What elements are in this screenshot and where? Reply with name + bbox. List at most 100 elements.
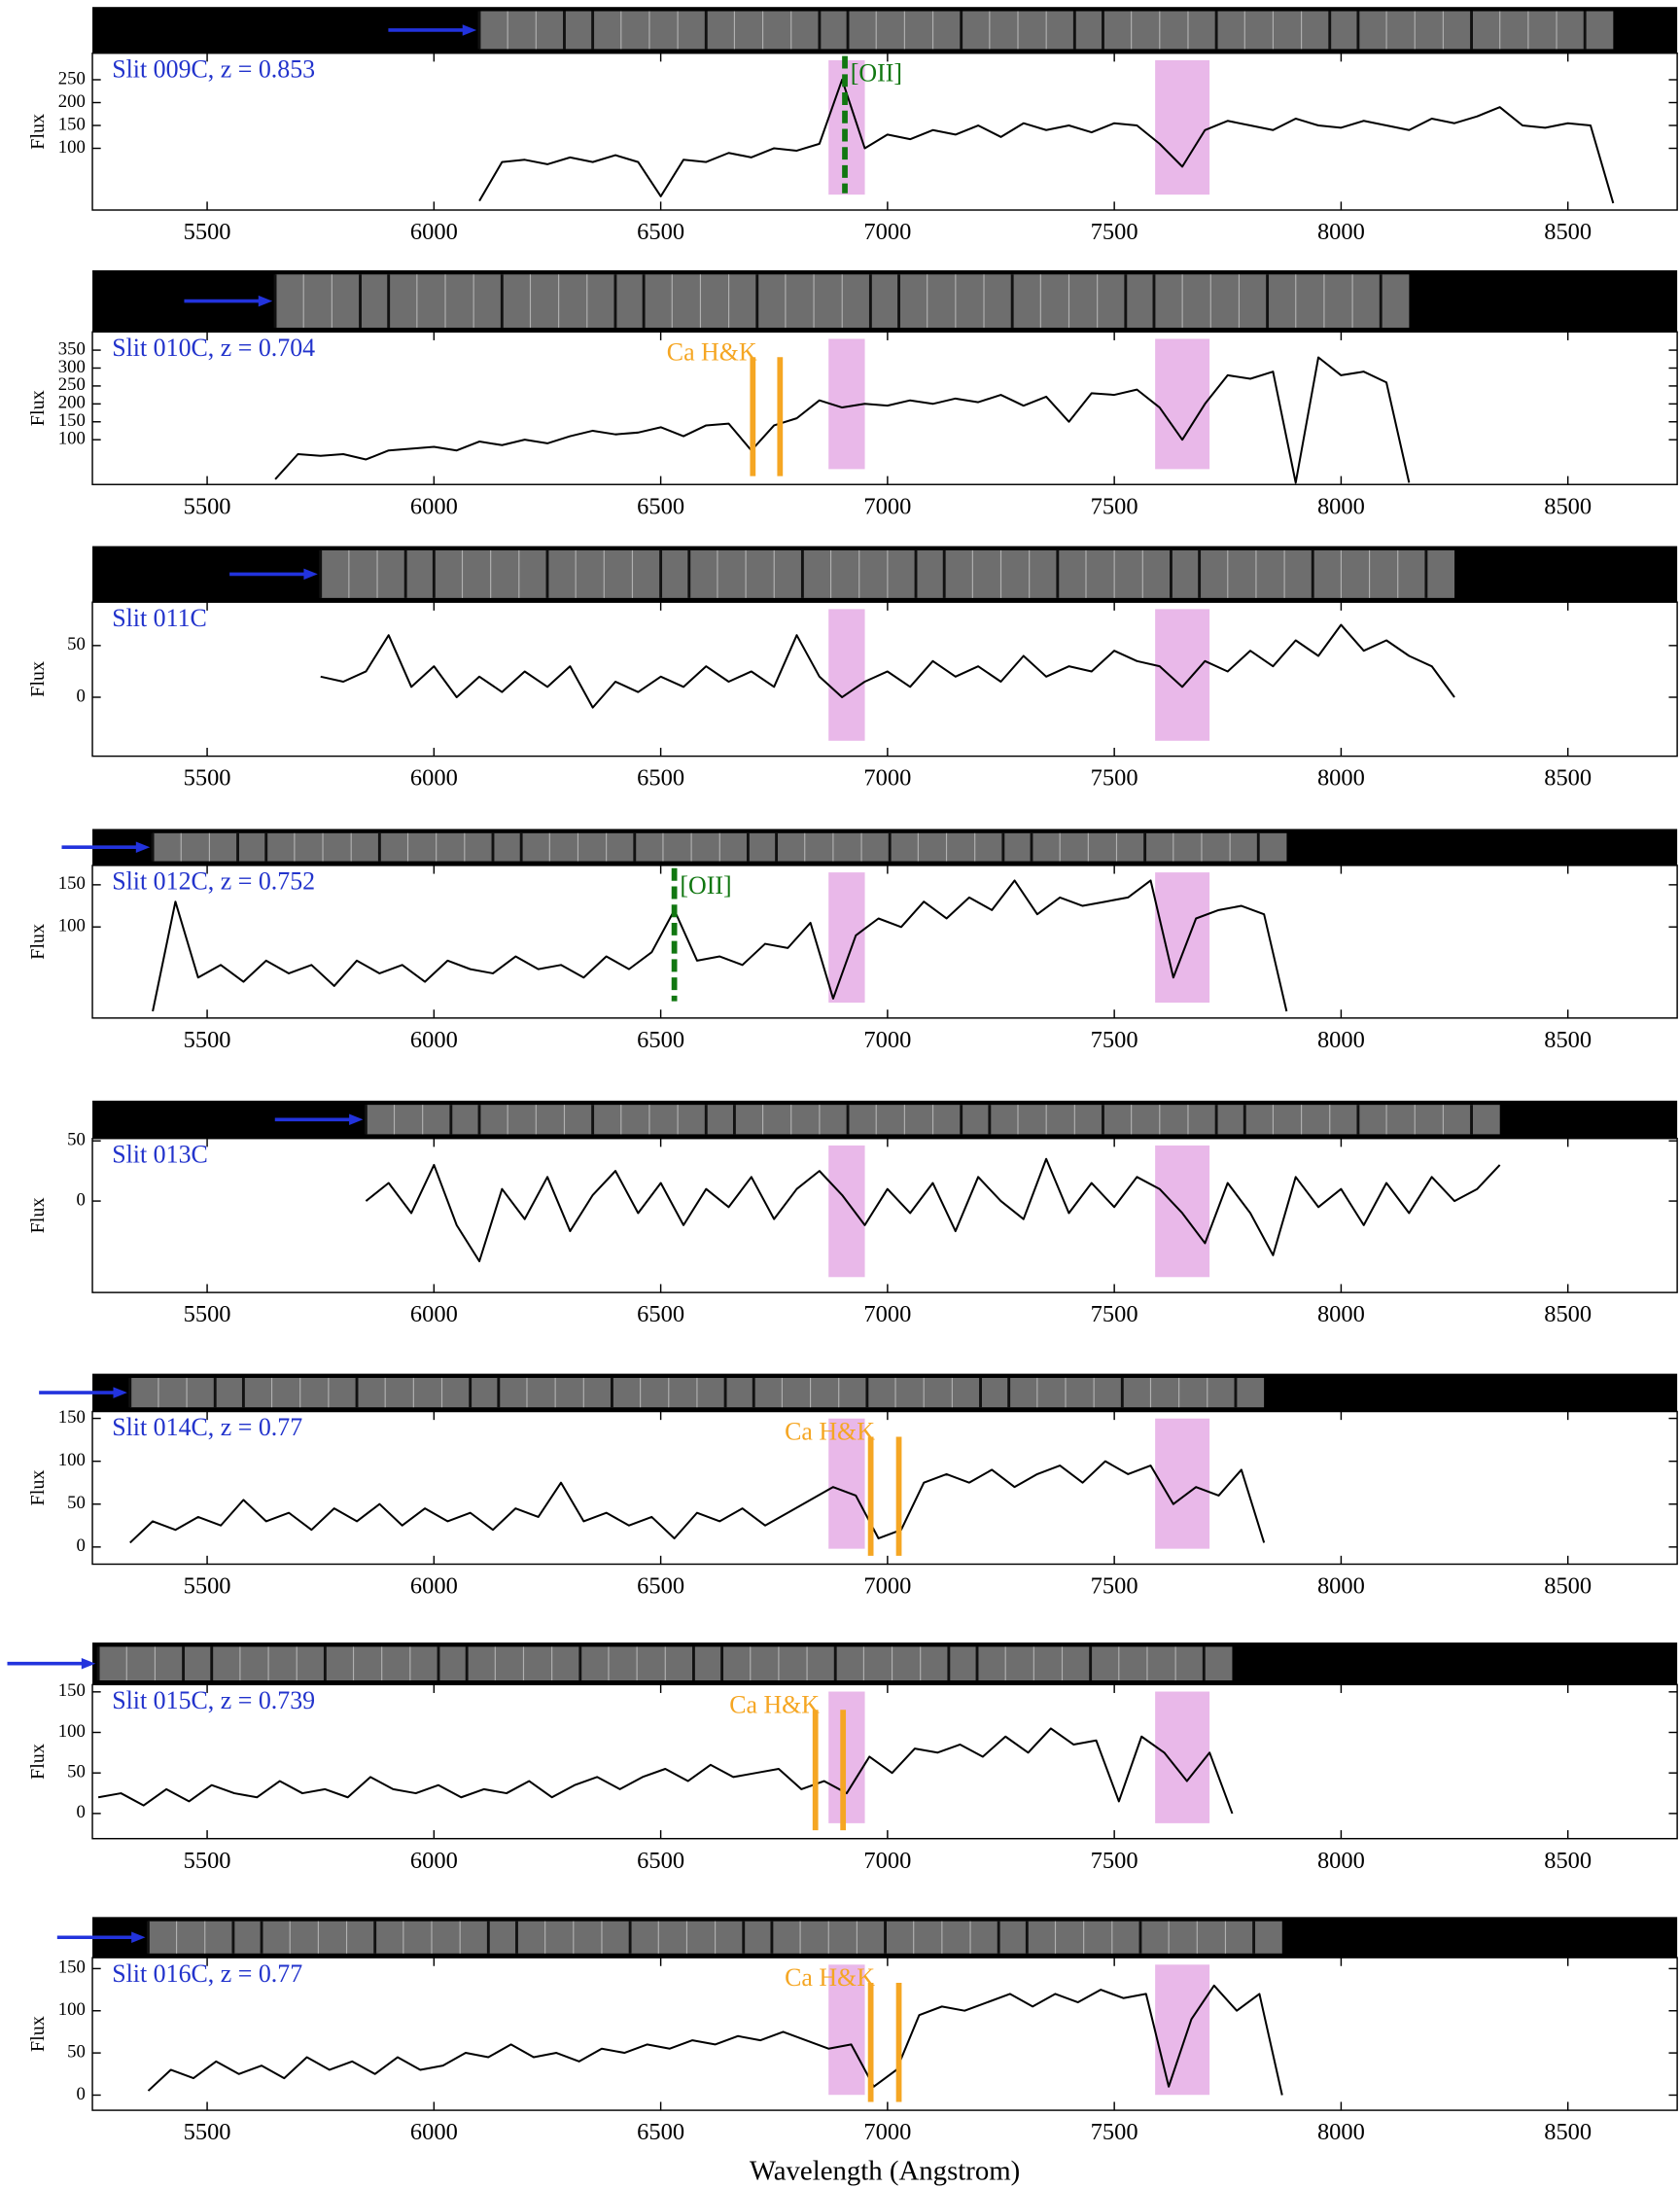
x-tick-label: 7500	[1091, 1027, 1138, 1053]
x-tick-label: 6500	[637, 1027, 684, 1053]
x-tick-label: 8500	[1544, 219, 1592, 245]
y-axis-label: Flux	[27, 114, 49, 150]
x-tick-label: 6000	[410, 765, 458, 792]
x-tick-label: 6000	[410, 493, 458, 519]
arrow-head	[349, 1113, 364, 1126]
plot-frame	[91, 331, 1678, 485]
feature-label: Ca H&K	[785, 1963, 875, 1992]
x-tick-label: 8000	[1317, 1301, 1365, 1327]
telluric-band	[828, 1145, 865, 1278]
feature-label: Ca H&K	[785, 1418, 875, 1446]
arrow-head	[303, 568, 318, 581]
y-tick-label: 0	[76, 686, 85, 706]
x-tick-label: 8500	[1544, 1848, 1592, 1874]
panel: 5500 6000 6500 7000 7500 8000 8500 100 150 Flux [O…	[27, 829, 1678, 1053]
telluric-band	[1155, 59, 1210, 195]
x-tick-label: 5500	[184, 1573, 231, 1600]
arrow-head	[258, 295, 273, 307]
x-tick-label: 8500	[1544, 1027, 1592, 1053]
y-tick-label: 50	[67, 634, 86, 654]
feature-label: [OII]	[851, 59, 902, 88]
x-tick-label: 5500	[184, 1027, 231, 1053]
y-axis-label: Flux	[27, 1197, 49, 1233]
x-tick-label: 8500	[1544, 493, 1592, 519]
y-tick-label: 100	[58, 1999, 86, 2020]
panel: 5500 6000 6500 7000 7500 8000 8500 0 50 100 150 Flu…	[27, 1917, 1678, 2186]
x-tick-label: 7500	[1091, 765, 1138, 792]
panel-title: Slit 012C, z = 0.752	[112, 867, 315, 896]
spectrum-line	[365, 1157, 1501, 1263]
x-tick-label: 5500	[184, 219, 231, 245]
y-axis-label: Flux	[27, 1744, 49, 1780]
x-tick-label: 7500	[1091, 219, 1138, 245]
x-tick-label: 6500	[637, 2119, 684, 2145]
x-tick-label: 6000	[410, 1848, 458, 1874]
x-tick-label: 8000	[1317, 2119, 1365, 2145]
x-tick-label: 8000	[1317, 219, 1365, 245]
x-tick-label: 8500	[1544, 2119, 1592, 2145]
y-tick-label: 100	[58, 1721, 86, 1742]
y-tick-label: 50	[67, 1493, 86, 1513]
telluric-band	[1155, 338, 1210, 470]
plot-frame	[91, 1957, 1678, 2111]
y-tick-label: 150	[58, 114, 86, 134]
y-tick-label: 100	[58, 916, 86, 936]
x-tick-label: 7500	[1091, 1573, 1138, 1600]
arrow-head	[135, 841, 151, 853]
x-tick-label: 7000	[863, 1027, 911, 1053]
y-tick-label: 50	[67, 2041, 86, 2062]
telluric-band	[828, 609, 865, 741]
plot-frame	[91, 52, 1678, 211]
x-tick-label: 5500	[184, 493, 231, 519]
y-tick-label: 50	[67, 1129, 86, 1149]
x-tick-label: 6000	[410, 1301, 458, 1327]
panel-title: Slit 015C, z = 0.739	[112, 1686, 315, 1714]
feature-label: Ca H&K	[729, 1690, 820, 1718]
spectrum-line	[478, 78, 1615, 204]
telluric-band	[828, 1418, 865, 1549]
x-tick-label: 6000	[410, 219, 458, 245]
x-tick-label: 8000	[1317, 1848, 1365, 1874]
x-tick-label: 8000	[1317, 765, 1365, 792]
panel: 5500 6000 6500 7000 7500 8000 8500 0 50 Flux Slit …	[27, 546, 1678, 792]
spectrum-line	[152, 879, 1288, 1012]
panel-title: Slit 010C, z = 0.704	[112, 334, 315, 362]
x-tick-label: 6000	[410, 1027, 458, 1053]
feature-label: Ca H&K	[667, 337, 757, 366]
x-tick-label: 7000	[863, 1573, 911, 1600]
x-tick-label: 5500	[184, 765, 231, 792]
x-tick-label: 6000	[410, 2119, 458, 2145]
y-tick-label: 100	[58, 1450, 86, 1470]
feature-label: [OII]	[680, 871, 731, 900]
plot-frame	[91, 601, 1678, 758]
y-tick-label: 300	[58, 357, 86, 377]
y-tick-label: 350	[58, 338, 86, 359]
panel-title: Slit 009C, z = 0.853	[112, 54, 315, 83]
plot-frame	[91, 1410, 1678, 1566]
y-tick-label: 250	[58, 374, 86, 395]
spectrum-line	[274, 356, 1411, 484]
x-tick-label: 5500	[184, 1301, 231, 1327]
y-tick-label: 150	[58, 1958, 86, 1978]
x-tick-label: 8500	[1544, 765, 1592, 792]
panel: 5500 6000 6500 7000 7500 8000 8500 0 50 100 150 Flu…	[7, 1642, 1678, 1874]
panel: 5500 6000 6500 7000 7500 8000 8500 0 50 Flux Slit …	[27, 1100, 1678, 1327]
x-tick-label: 5500	[184, 1848, 231, 1874]
panel-title: Slit 011C	[112, 604, 207, 632]
x-tick-label: 6500	[637, 219, 684, 245]
telluric-band	[828, 1691, 865, 1823]
telluric-band	[828, 1964, 865, 2096]
y-tick-label: 0	[76, 1189, 85, 1210]
y-axis-label: Flux	[27, 661, 49, 697]
arrow-head	[462, 24, 477, 36]
x-tick-label: 8000	[1317, 493, 1365, 519]
x-tick-label: 7000	[863, 219, 911, 245]
x-tick-label: 6500	[637, 765, 684, 792]
arrow-head	[81, 1657, 96, 1670]
x-tick-label: 7500	[1091, 493, 1138, 519]
panel-title: Slit 014C, z = 0.77	[112, 1413, 302, 1441]
x-tick-label: 8000	[1317, 1027, 1365, 1053]
spectrum-line	[129, 1460, 1266, 1544]
y-axis-label: Flux	[27, 390, 49, 426]
